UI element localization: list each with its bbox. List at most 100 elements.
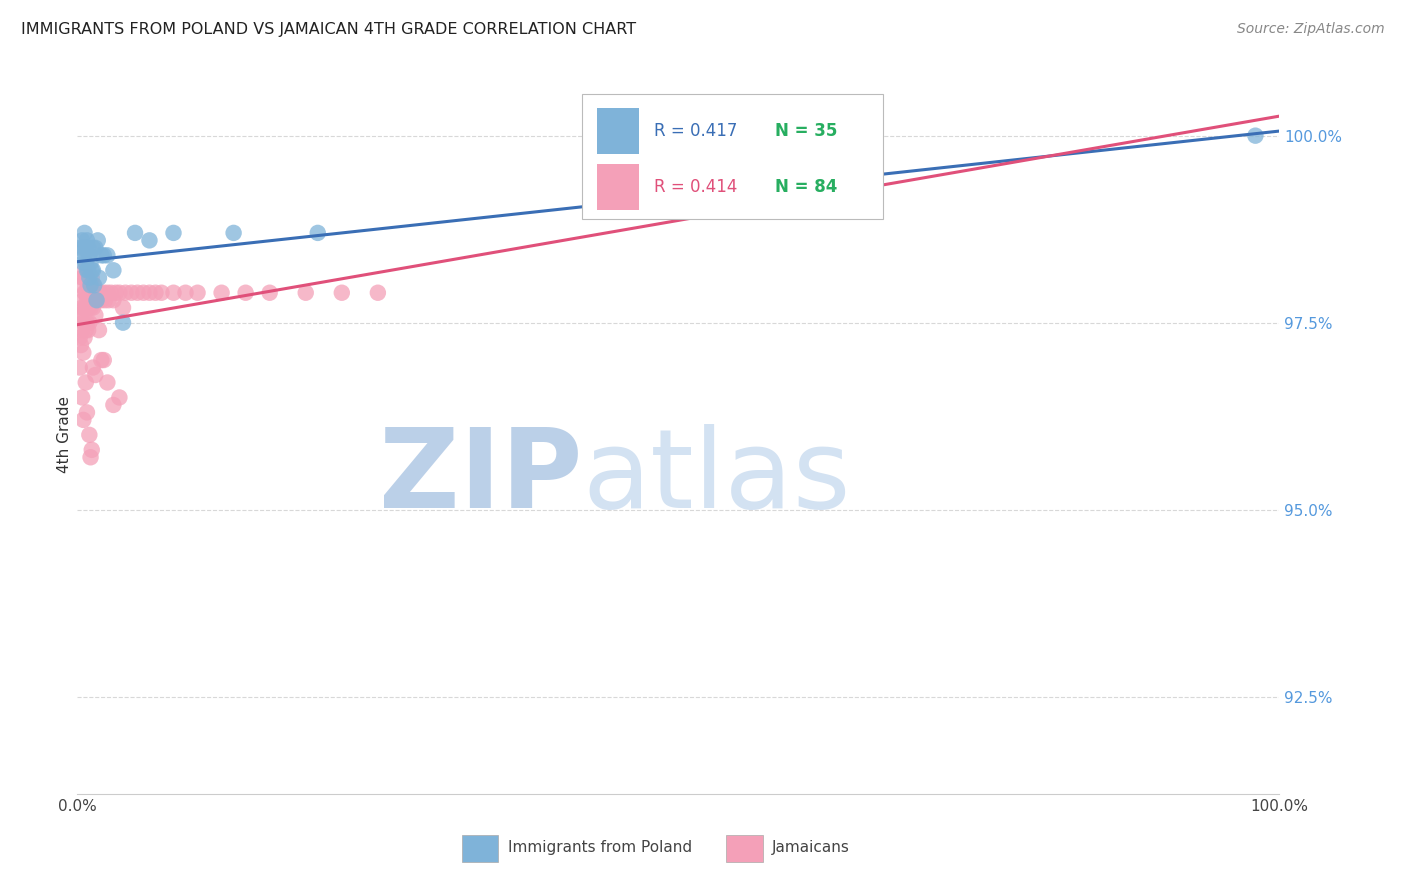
Point bbox=[69, 360, 91, 375]
Point bbox=[259, 285, 281, 300]
Point bbox=[94, 293, 117, 308]
Point bbox=[73, 263, 96, 277]
Point bbox=[75, 323, 97, 337]
Point bbox=[75, 285, 97, 300]
Point bbox=[79, 256, 101, 270]
Point bbox=[79, 450, 101, 465]
Point bbox=[84, 308, 107, 322]
Point bbox=[114, 285, 136, 300]
Point bbox=[132, 285, 155, 300]
Point bbox=[97, 293, 120, 308]
Point bbox=[79, 316, 101, 330]
Text: Source: ZipAtlas.com: Source: ZipAtlas.com bbox=[1237, 22, 1385, 37]
Y-axis label: 4th Grade: 4th Grade bbox=[56, 396, 72, 474]
Point bbox=[77, 323, 100, 337]
Point bbox=[222, 226, 245, 240]
Point bbox=[82, 263, 104, 277]
Text: Jamaicans: Jamaicans bbox=[772, 840, 851, 855]
FancyBboxPatch shape bbox=[582, 94, 883, 219]
Point bbox=[76, 263, 98, 277]
Point bbox=[70, 301, 93, 315]
Point bbox=[96, 285, 118, 300]
Point bbox=[86, 293, 108, 308]
Point bbox=[124, 226, 146, 240]
FancyBboxPatch shape bbox=[727, 835, 762, 862]
Point bbox=[77, 278, 100, 293]
Point bbox=[79, 270, 101, 285]
Point bbox=[73, 301, 96, 315]
Point bbox=[80, 442, 103, 457]
Point bbox=[72, 270, 94, 285]
Point bbox=[111, 301, 134, 315]
Point bbox=[307, 226, 329, 240]
FancyBboxPatch shape bbox=[463, 835, 498, 862]
Text: R = 0.414: R = 0.414 bbox=[654, 178, 738, 196]
Point bbox=[93, 248, 115, 262]
Point bbox=[73, 226, 96, 240]
Text: N = 35: N = 35 bbox=[775, 122, 837, 140]
Point bbox=[330, 285, 353, 300]
Text: N = 84: N = 84 bbox=[775, 178, 837, 196]
Point bbox=[90, 293, 112, 308]
Point bbox=[72, 345, 94, 359]
Point bbox=[76, 316, 98, 330]
Point bbox=[82, 301, 104, 315]
Point bbox=[87, 323, 110, 337]
Point bbox=[138, 285, 160, 300]
Point bbox=[70, 308, 93, 322]
Point bbox=[69, 330, 91, 344]
Point bbox=[76, 233, 98, 247]
Point bbox=[77, 263, 100, 277]
Point bbox=[75, 256, 97, 270]
Point bbox=[108, 285, 131, 300]
Point bbox=[82, 360, 104, 375]
Point bbox=[111, 316, 134, 330]
Point bbox=[90, 353, 112, 368]
Point bbox=[83, 278, 105, 293]
Point bbox=[75, 241, 97, 255]
Point bbox=[79, 278, 101, 293]
Text: IMMIGRANTS FROM POLAND VS JAMAICAN 4TH GRADE CORRELATION CHART: IMMIGRANTS FROM POLAND VS JAMAICAN 4TH G… bbox=[21, 22, 637, 37]
Point bbox=[75, 270, 97, 285]
Point bbox=[235, 285, 257, 300]
Point bbox=[73, 285, 96, 300]
Point bbox=[70, 233, 93, 247]
Point bbox=[79, 278, 101, 293]
Point bbox=[186, 285, 209, 300]
FancyBboxPatch shape bbox=[596, 164, 638, 211]
Point bbox=[70, 270, 93, 285]
Point bbox=[103, 398, 125, 412]
Point bbox=[211, 285, 233, 300]
Point bbox=[84, 293, 107, 308]
Point bbox=[72, 293, 94, 308]
Point bbox=[75, 376, 97, 390]
Point bbox=[87, 285, 110, 300]
Point bbox=[83, 285, 105, 300]
Point bbox=[84, 368, 107, 382]
Point bbox=[70, 338, 93, 352]
Point bbox=[79, 293, 101, 308]
Point bbox=[79, 428, 101, 442]
Point bbox=[86, 293, 108, 308]
Point bbox=[79, 278, 101, 293]
Point bbox=[103, 263, 125, 277]
Point bbox=[87, 293, 110, 308]
Point bbox=[90, 248, 112, 262]
Point bbox=[70, 391, 93, 405]
Text: ZIP: ZIP bbox=[378, 425, 582, 532]
Text: Immigrants from Poland: Immigrants from Poland bbox=[508, 840, 692, 855]
Point bbox=[72, 316, 94, 330]
Point bbox=[72, 256, 94, 270]
Point bbox=[76, 405, 98, 419]
Point bbox=[96, 248, 118, 262]
Point bbox=[80, 263, 103, 277]
Point bbox=[93, 285, 115, 300]
Point bbox=[127, 285, 149, 300]
Point bbox=[150, 285, 173, 300]
Point bbox=[1244, 128, 1267, 143]
Point bbox=[79, 248, 101, 262]
Point bbox=[69, 241, 91, 255]
Point bbox=[96, 376, 118, 390]
Point bbox=[84, 241, 107, 255]
Point bbox=[104, 285, 127, 300]
